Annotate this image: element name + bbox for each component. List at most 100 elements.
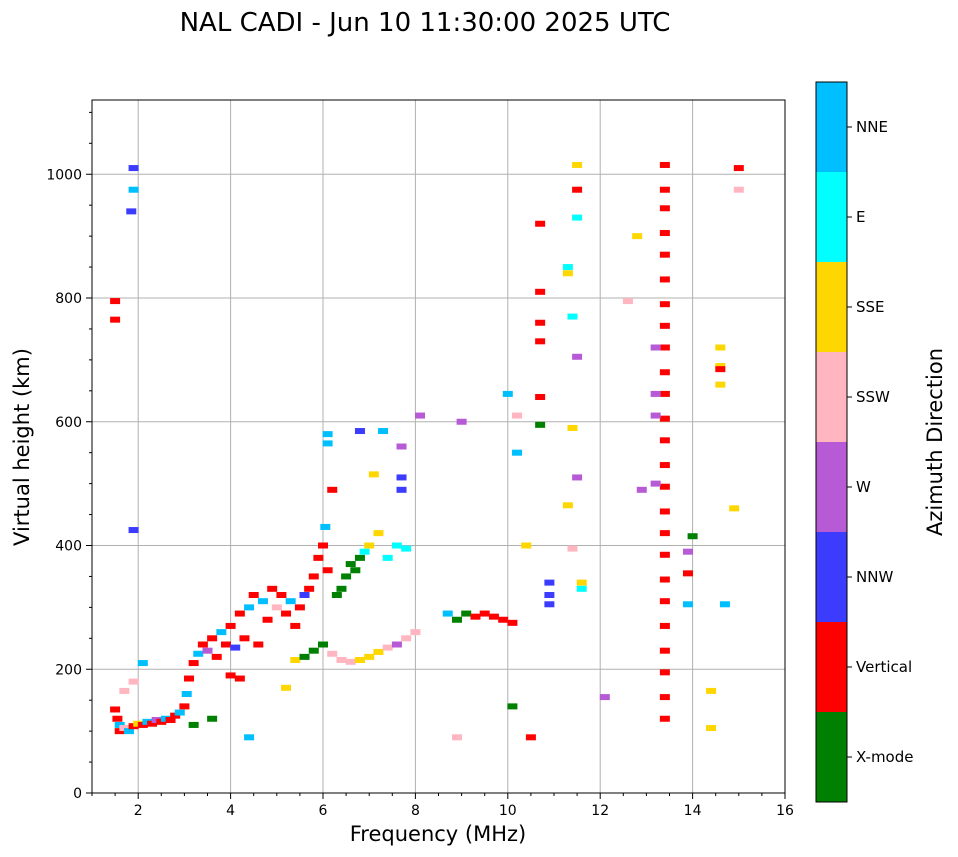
data-point [170,712,181,719]
data-point [572,161,583,168]
colorbar-segment [816,442,847,532]
data-point [382,554,393,561]
data-point [318,542,328,549]
data-point [165,716,176,723]
data-point [322,431,333,438]
data-point [562,264,573,271]
data-point [197,641,208,648]
data-point [114,721,125,728]
data-point [207,635,218,642]
data-point [650,412,661,419]
data-point [391,641,402,648]
data-point [239,635,250,642]
data-point [498,616,509,623]
data-point [682,570,693,577]
data-point [234,675,245,682]
data-point [290,656,301,663]
data-point [632,233,643,240]
data-point [276,592,287,598]
x-axis-title: Frequency (MHz) [350,822,526,846]
data-point [336,656,347,663]
data-point [359,548,370,555]
data-point [659,186,670,193]
data-point [345,658,356,665]
data-point [622,298,633,305]
data-point [636,486,647,493]
data-point [110,298,121,305]
data-point [110,706,121,713]
data-point [281,610,292,617]
data-point [336,585,347,592]
data-point [211,653,222,660]
data-point [659,694,670,701]
x-tick-label: 4 [226,803,235,819]
data-point [331,592,342,598]
data-point [396,486,407,493]
colorbar-segment [816,622,847,712]
data-point [396,443,407,450]
data-point [112,715,123,722]
data-point [123,728,134,735]
data-point [715,366,726,373]
data-point [733,186,744,193]
x-ticks: 2 4 6 8 10 12 14 16 [91,793,794,819]
data-point [544,579,555,586]
colorbar-label: X-mode [856,748,913,766]
data-point [364,653,375,660]
y-tick-label: 800 [55,291,82,307]
data-point [535,220,546,227]
data-point [659,508,670,515]
data-point [147,720,158,727]
data-point [733,165,744,172]
x-tick-label: 8 [411,803,420,819]
data-point [308,647,319,654]
data-point [244,604,255,611]
data-point [304,585,315,592]
data-point [230,644,241,651]
colorbar-label: E [856,208,865,226]
data-point [659,669,670,676]
data-point [368,471,379,478]
data-point [576,585,587,592]
colorbar-segment [816,262,847,352]
data-point [479,610,490,617]
data-point [659,390,670,397]
data-point [308,573,319,580]
data-point [659,344,670,351]
x-tick-label: 12 [591,803,609,819]
data-point [322,440,333,447]
data-point [244,734,255,741]
data-point [715,381,726,388]
data-point [364,542,375,549]
data-point [248,592,259,598]
data-point [659,647,670,654]
data-point [659,301,670,308]
data-point [706,687,717,694]
data-point [271,604,282,611]
data-point [576,579,587,586]
data-point [535,319,546,326]
colorbar-segment [816,352,847,442]
data-point [461,610,472,617]
data-point [659,437,670,444]
data-point [188,660,199,667]
data-point [659,462,670,469]
data-point [512,412,523,419]
data-point [535,421,546,428]
data-point [378,428,389,435]
data-point [354,656,365,663]
data-point [567,545,578,552]
data-point [354,554,365,561]
data-point [706,725,717,732]
data-point [451,734,462,741]
data-point [320,523,331,530]
data-point [659,415,670,422]
y-ticks: 0 200 400 600 800 1000 [46,111,92,802]
data-point [179,703,190,710]
data-point [442,610,453,617]
data-point [327,650,338,657]
data-point [262,616,273,623]
data-point [456,418,467,425]
data-point [184,675,195,682]
